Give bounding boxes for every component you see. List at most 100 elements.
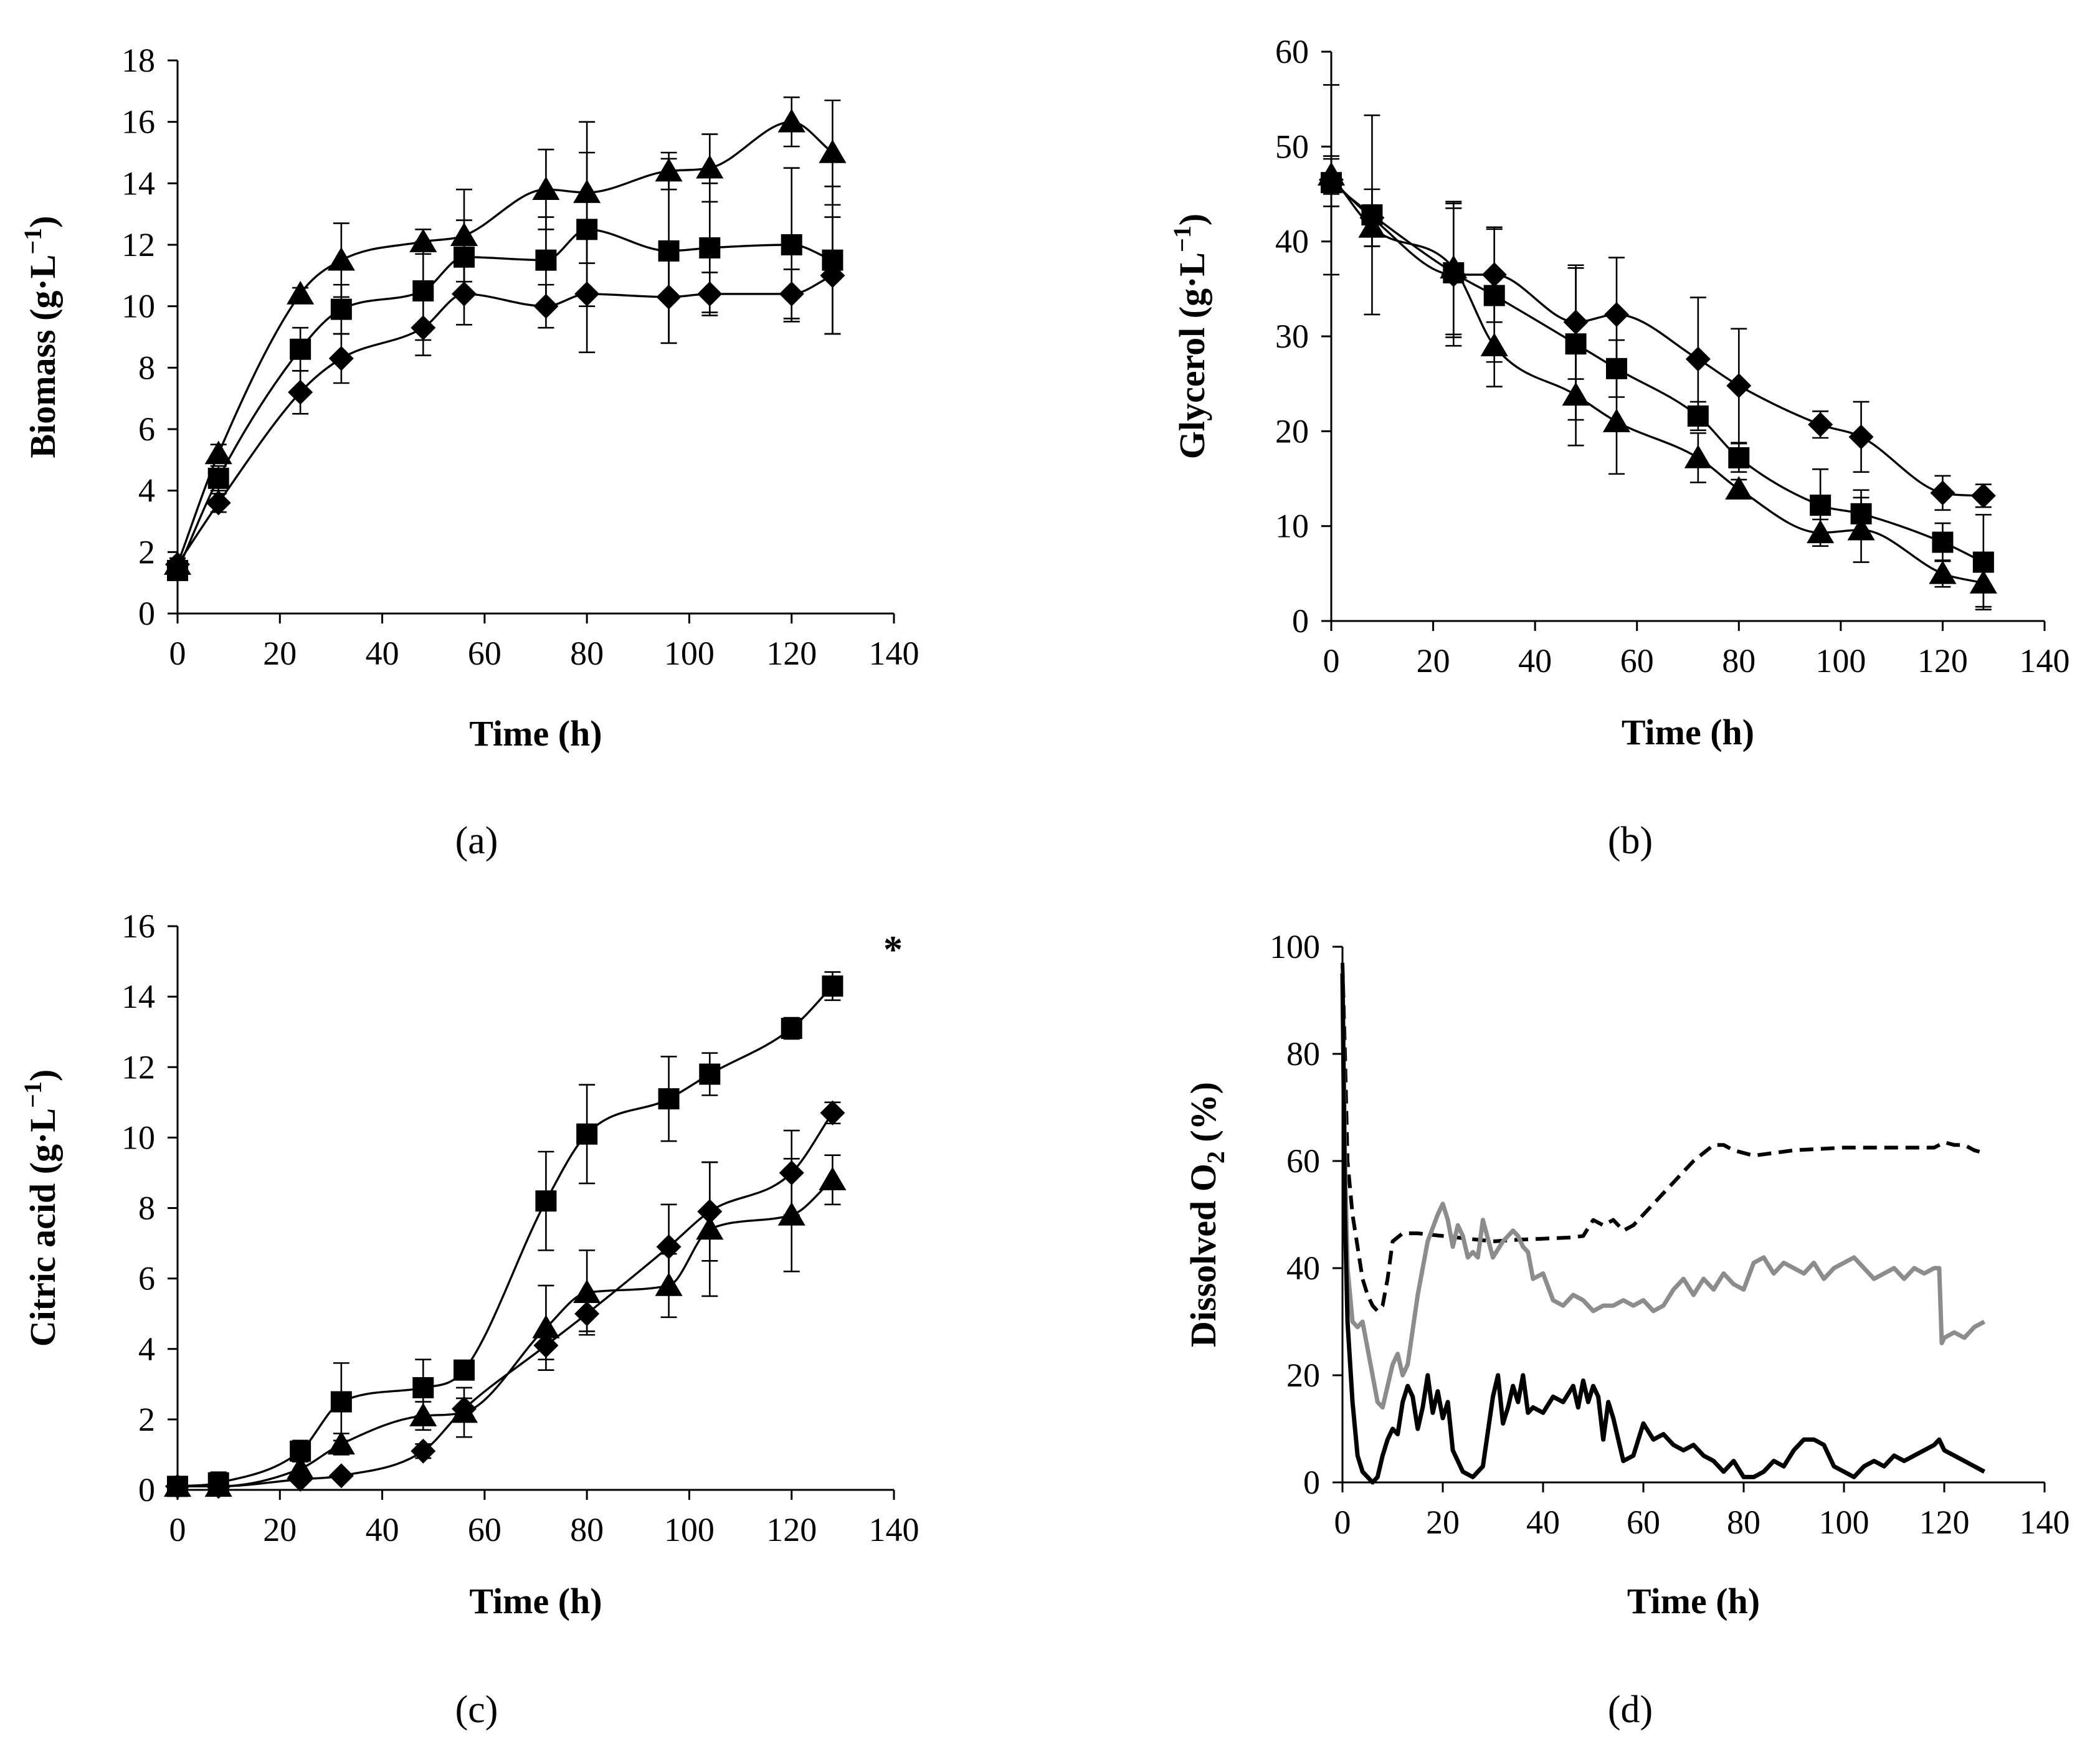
y-tick-label: 10 xyxy=(121,288,155,325)
data-point-triangle xyxy=(1358,214,1386,238)
y-tick-label: 6 xyxy=(138,1260,155,1297)
data-point-diamond xyxy=(328,346,354,371)
axes: 0 2 4 6 8 10 12 14 16 18 0 20 40 60 80 100 120 140 xyxy=(121,42,919,672)
y-tick-label: 20 xyxy=(1286,1357,1320,1394)
data-point-square xyxy=(658,1088,680,1110)
y-axis-title: Glycerol (g·L−1) xyxy=(1168,214,1212,460)
data-point-triangle xyxy=(1807,519,1835,544)
data-point-square xyxy=(454,1359,475,1381)
data-point-diamond xyxy=(1604,301,1629,327)
x-tick-label: 120 xyxy=(1919,1504,1970,1541)
panel-label: (d) xyxy=(1608,1689,1653,1731)
y-tick-label: 0 xyxy=(138,595,155,632)
series-line xyxy=(176,120,834,565)
series-line xyxy=(1340,973,1986,1485)
series-square xyxy=(167,971,843,1497)
y-axis-title: Citric acid (g·L−1) xyxy=(19,1069,63,1347)
series-triangle xyxy=(163,1154,847,1497)
data-point-diamond xyxy=(1848,424,1874,450)
x-tick-label: 40 xyxy=(1518,642,1552,680)
y-tick-label: 14 xyxy=(121,164,155,202)
data-point-diamond xyxy=(1808,412,1833,437)
x-axis-title: Time (h) xyxy=(469,713,602,754)
axes: 0 20 40 60 80 100 0 20 40 60 80 100 120 140 xyxy=(1270,928,2070,1541)
y-tick-label: 0 xyxy=(1292,602,1309,640)
x-axis-title: Time (h) xyxy=(1627,1581,1760,1621)
data-point-triangle xyxy=(696,1216,724,1240)
data-point-square xyxy=(1483,285,1505,306)
data-point-triangle xyxy=(450,1399,478,1423)
data-point-diamond xyxy=(1726,373,1752,399)
data-point-triangle xyxy=(204,1473,232,1497)
x-tick-label: 140 xyxy=(2020,1504,2070,1541)
x-tick-label: 20 xyxy=(263,1511,297,1548)
x-tick-label: 40 xyxy=(366,635,399,672)
series-triangle xyxy=(1317,155,1997,608)
data-point-triangle xyxy=(450,222,478,246)
data-point-square xyxy=(822,249,843,271)
data-point-diamond xyxy=(1930,480,1955,506)
x-tick-label: 100 xyxy=(664,635,715,672)
data-point-diamond xyxy=(411,1438,436,1464)
y-tick-label: 12 xyxy=(121,226,155,263)
data-point-square xyxy=(330,298,352,320)
y-tick-label: 2 xyxy=(138,1401,155,1438)
x-tick-label: 100 xyxy=(664,1511,715,1548)
y-tick-label: 2 xyxy=(138,533,155,571)
series-line xyxy=(1340,973,1986,1410)
data-point-square xyxy=(699,237,721,258)
x-tick-label: 120 xyxy=(1917,642,1968,680)
series-line xyxy=(1341,962,1985,1313)
data-point-square xyxy=(1932,531,1954,553)
data-point-triangle xyxy=(409,229,437,252)
series-line xyxy=(178,1112,834,1487)
data-point-diamond xyxy=(656,1234,682,1259)
data-point-diamond xyxy=(1685,346,1711,372)
y-tick-label: 40 xyxy=(1286,1249,1320,1287)
x-tick-label: 20 xyxy=(1426,1504,1460,1541)
y-tick-label: 18 xyxy=(121,42,155,79)
series-dashed-black xyxy=(1341,962,1985,1313)
series-diamond xyxy=(1319,84,1996,511)
data-point-diamond xyxy=(288,379,313,405)
data-point-triangle xyxy=(327,1431,355,1455)
data-point-square xyxy=(658,240,680,262)
data-point-triangle xyxy=(163,1473,192,1497)
panel-a: Time (h) Biomass (g·L−1) (a) 0 2 4 6 8 10 12 14… xyxy=(19,42,919,862)
data-point-triangle xyxy=(1847,516,1875,541)
data-point-square xyxy=(290,338,311,360)
series-solid-black xyxy=(1340,973,1986,1485)
data-point-triangle xyxy=(1725,476,1753,500)
y-tick-label: 50 xyxy=(1275,128,1309,165)
data-point-triangle xyxy=(532,1314,560,1339)
x-tick-label: 40 xyxy=(1526,1504,1560,1541)
axes: 0 2 4 6 8 10 12 14 16 0 20 40 60 80 100 120 140 xyxy=(121,908,919,1548)
x-tick-label: 40 xyxy=(366,1511,399,1548)
x-tick-label: 20 xyxy=(1417,642,1450,680)
series-square xyxy=(167,151,843,581)
y-tick-label: 12 xyxy=(121,1048,155,1086)
x-tick-label: 140 xyxy=(2020,642,2070,680)
y-axis-title: Biomass (g·L−1) xyxy=(19,216,63,458)
series-line xyxy=(178,1179,834,1487)
x-tick-label: 140 xyxy=(869,1511,919,1548)
x-tick-label: 80 xyxy=(570,1511,604,1548)
y-tick-label: 20 xyxy=(1275,412,1309,450)
significance-asterisk: * xyxy=(883,929,903,971)
x-tick-label: 0 xyxy=(1323,642,1340,680)
data-point-square xyxy=(412,1377,434,1398)
y-tick-label: 0 xyxy=(1303,1464,1320,1501)
data-point-triangle xyxy=(1317,162,1346,186)
series-diamond xyxy=(165,1100,845,1499)
series-gray xyxy=(1340,973,1986,1410)
y-tick-label: 4 xyxy=(138,1330,155,1368)
data-point-square xyxy=(535,249,557,271)
data-point-triangle xyxy=(532,176,560,200)
y-tick-label: 60 xyxy=(1286,1142,1320,1180)
data-point-triangle xyxy=(777,1201,805,1226)
x-tick-label: 100 xyxy=(1815,642,1866,680)
data-point-triangle xyxy=(1440,255,1468,279)
data-point-diamond xyxy=(328,1463,354,1489)
data-point-triangle xyxy=(777,108,805,133)
data-point-triangle xyxy=(573,1279,601,1304)
